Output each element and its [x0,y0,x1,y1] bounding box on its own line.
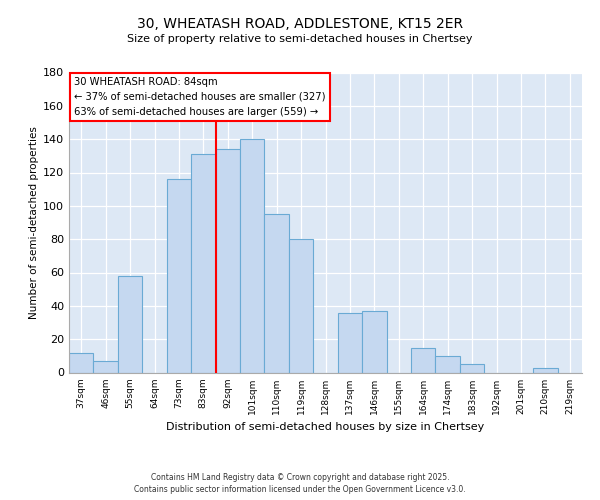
Bar [167,179,191,372]
Bar [533,368,557,372]
Bar [265,214,289,372]
Bar [362,311,386,372]
Text: 30 WHEATASH ROAD: 84sqm
← 37% of semi-detached houses are smaller (327)
63% of s: 30 WHEATASH ROAD: 84sqm ← 37% of semi-de… [74,77,326,116]
Bar [338,312,362,372]
Bar [436,356,460,372]
X-axis label: Distribution of semi-detached houses by size in Chertsey: Distribution of semi-detached houses by … [166,422,485,432]
Text: Contains HM Land Registry data © Crown copyright and database right 2025.
Contai: Contains HM Land Registry data © Crown c… [134,472,466,494]
Bar [240,139,265,372]
Y-axis label: Number of semi-detached properties: Number of semi-detached properties [29,126,39,319]
Bar [118,276,142,372]
Bar [69,352,94,372]
Bar [215,149,240,372]
Text: 30, WHEATASH ROAD, ADDLESTONE, KT15 2ER: 30, WHEATASH ROAD, ADDLESTONE, KT15 2ER [137,18,463,32]
Bar [191,154,215,372]
Bar [94,361,118,372]
Bar [411,348,436,372]
Bar [289,239,313,372]
Text: Size of property relative to semi-detached houses in Chertsey: Size of property relative to semi-detach… [127,34,473,44]
Bar [460,364,484,372]
